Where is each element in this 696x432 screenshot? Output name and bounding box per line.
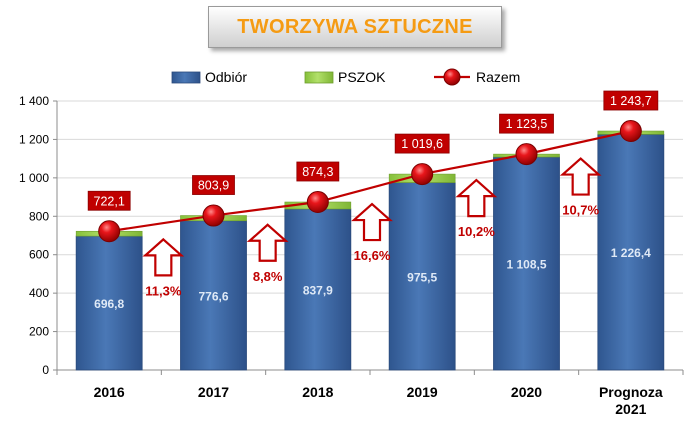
gridlines — [57, 100, 683, 333]
x-tick-label-line1: Prognoza — [599, 384, 663, 400]
bar-value-label: 975,5 — [407, 270, 437, 284]
y-tick-label: 400 — [29, 286, 49, 300]
growth-label: 11,3% — [145, 283, 182, 298]
total-line-path — [109, 129, 632, 233]
x-tick-label: 2018 — [302, 384, 333, 400]
total-label-box — [394, 133, 450, 154]
bar-value-label: 1 108,5 — [506, 258, 546, 272]
total-point — [515, 143, 538, 166]
total-point — [98, 220, 121, 243]
bar-odbior — [388, 182, 456, 371]
legend-swatch-pszok — [304, 71, 334, 84]
bar-odbior — [75, 235, 143, 371]
legend-label-odbior: Odbiór — [205, 69, 247, 85]
growth-arrow — [559, 157, 602, 196]
total-label-box — [603, 90, 659, 111]
y-tick-label: 800 — [29, 209, 49, 223]
bar-value-label: 696,8 — [94, 297, 124, 311]
data-labels: 696,8 776,6 837,9 975,5 1 108,5 1 226,4 11,3% 8… — [87, 90, 659, 311]
chart-title: TWORZYWA SZTUCZNE — [237, 15, 473, 38]
total-label: 722,1 — [94, 194, 125, 208]
total-label-box — [192, 175, 235, 195]
growth-label: 16,6% — [354, 248, 391, 263]
total-point — [411, 163, 434, 186]
y-tick-label: 600 — [29, 248, 49, 262]
growth-arrow — [351, 202, 393, 242]
bar-value-label: 1 226,4 — [611, 246, 651, 260]
total-point — [619, 120, 642, 143]
bar-odbior — [180, 220, 247, 371]
total-label-box — [87, 190, 131, 211]
total-point — [202, 204, 225, 227]
total-line — [98, 120, 642, 243]
total-label: 1 123,5 — [506, 117, 548, 131]
bar-value-label: 837,9 — [303, 284, 333, 298]
x-tick-label-line2: 2021 — [615, 401, 646, 417]
x-tick-label: 2019 — [407, 384, 438, 400]
total-label: 874,3 — [302, 165, 333, 179]
total-label: 1 243,7 — [610, 94, 652, 108]
legend-label-pszok: PSZOK — [338, 69, 386, 85]
y-tick-label: 1 400 — [19, 94, 49, 108]
growth-arrows — [142, 157, 602, 277]
total-label: 1 019,6 — [401, 137, 443, 151]
growth-arrow — [142, 237, 185, 277]
growth-label: 8,8% — [253, 269, 283, 284]
y-tick-label: 200 — [29, 325, 49, 339]
growth-arrow — [246, 223, 289, 262]
legend: Odbiór PSZOK Razem — [171, 68, 520, 86]
legend-swatch-odbior — [171, 71, 201, 84]
growth-label: 10,7% — [562, 203, 599, 218]
x-tick-label: 2020 — [511, 384, 542, 400]
total-label-box — [296, 161, 340, 182]
growth-arrow — [455, 178, 498, 218]
bar-odbior — [284, 208, 352, 371]
bar-value-label: 776,6 — [198, 289, 228, 303]
bar-odbior — [493, 156, 560, 371]
total-point — [306, 191, 329, 214]
x-tick-label: 2017 — [198, 384, 229, 400]
legend-label-razem: Razem — [476, 69, 520, 85]
axes: 0 200 400 600 800 1 000 1 200 1 400 2016 2017 2018… — [19, 94, 684, 417]
growth-label: 10,2% — [458, 224, 495, 239]
y-tick-label: 1 200 — [19, 132, 49, 146]
total-label: 803,9 — [198, 179, 229, 193]
y-tick-label: 1 000 — [19, 171, 49, 185]
y-tick-label: 0 — [42, 363, 49, 377]
x-tick-label: 2016 — [94, 384, 125, 400]
legend-marker-razem — [443, 68, 461, 86]
total-label-box — [499, 113, 554, 134]
chart-title-box: TWORZYWA SZTUCZNE — [208, 6, 502, 48]
